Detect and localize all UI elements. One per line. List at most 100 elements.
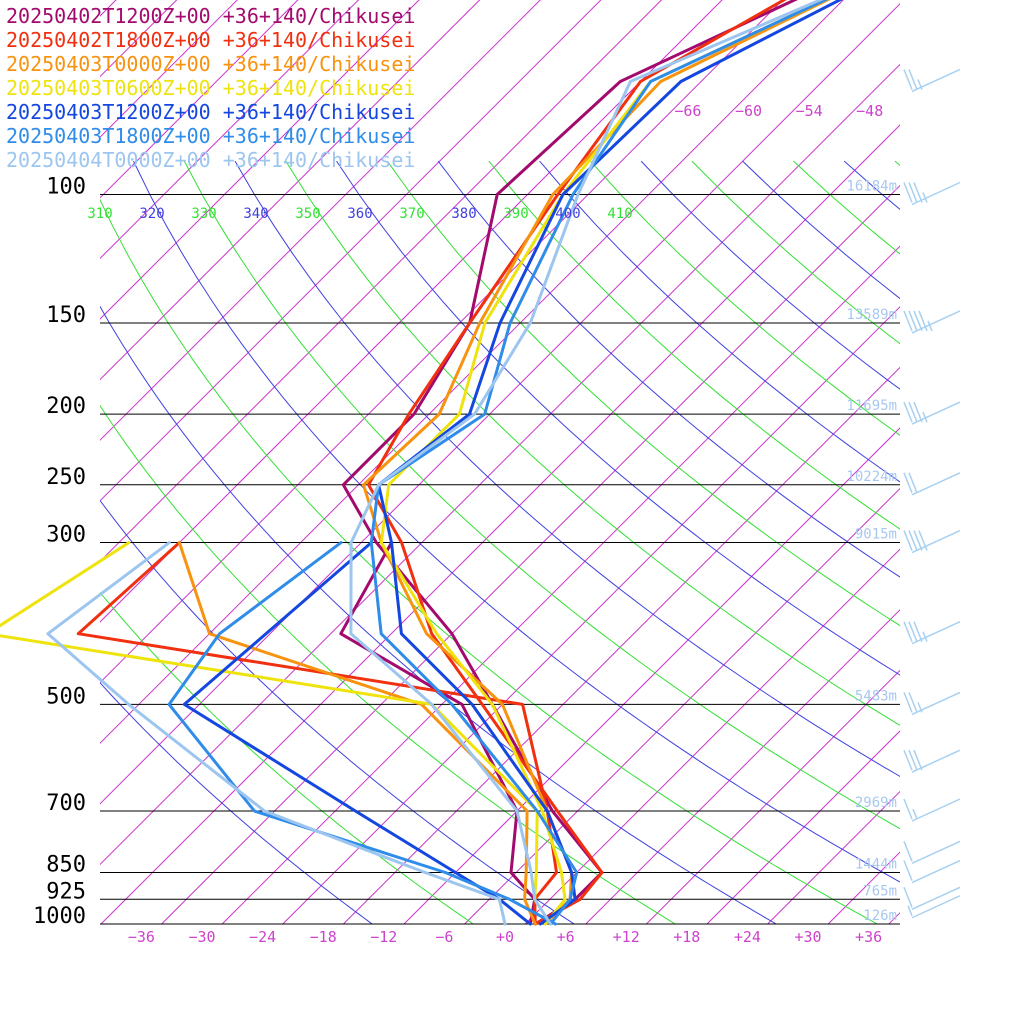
- dewpoint-line: [46, 541, 507, 926]
- wind-barb: [903, 798, 961, 822]
- dry-adiabat-line: [336, 160, 900, 676]
- dry-adiabat-line: [100, 198, 879, 924]
- legend-entry: 20250403T0600Z+00 +36+140/Chikusei: [6, 76, 415, 100]
- legend-entry: 20250402T1200Z+00 +36+140/Chikusei: [6, 4, 415, 28]
- dry-adiabat-line: [843, 160, 900, 211]
- pressure-label: 925: [46, 879, 86, 904]
- theta-label: 400: [555, 206, 580, 222]
- barb-half-flag: [917, 702, 923, 713]
- theta-label: 310: [87, 206, 112, 222]
- barb-flag: [913, 182, 923, 203]
- dry-adiabat-line: [691, 160, 900, 345]
- theta-label: 370: [399, 206, 424, 222]
- barb-shaft: [911, 472, 961, 496]
- isotherm-line: [100, 0, 420, 320]
- barb-shaft: [911, 859, 961, 884]
- barb-flag: [903, 841, 913, 862]
- temperature-tick-label: −6: [435, 928, 453, 946]
- upper-temperature-tick-label: −54: [796, 102, 823, 120]
- isotherm-line: [827, 851, 900, 924]
- legend: 20250402T1200Z+00 +36+140/Chikusei202504…: [6, 4, 415, 172]
- wind-barb: [903, 310, 961, 334]
- barb-flag: [903, 621, 913, 642]
- height-label: 9015m: [855, 527, 897, 543]
- temperature-tick-label: −18: [310, 928, 337, 946]
- barb-shaft: [911, 840, 961, 864]
- barb-flag: [903, 310, 913, 332]
- height-label: 126m: [863, 908, 897, 924]
- barb-flag: [913, 401, 923, 423]
- barb-flag: [908, 621, 918, 642]
- temperature-tick-label: −12: [370, 928, 397, 946]
- dry-adiabat-line: [285, 160, 900, 726]
- barb-half-flag: [912, 808, 918, 820]
- isotherm-line: [100, 0, 481, 381]
- temperature-tick-label: +12: [613, 928, 640, 946]
- temperature-line: [349, 0, 824, 926]
- barb-flag: [903, 401, 913, 423]
- barb-flag: [903, 692, 913, 713]
- wind-barb: [903, 859, 961, 884]
- barb-half-flag: [927, 320, 933, 332]
- temperature-tick-label: −30: [188, 928, 215, 946]
- height-label: 10224m: [846, 469, 897, 485]
- height-label: 13589m: [846, 307, 897, 323]
- legend-entry: 20250402T1800Z+00 +36+140/Chikusei: [6, 28, 415, 52]
- barb-flag: [908, 692, 918, 713]
- barb-flag: [913, 310, 923, 332]
- legend-entry: 20250403T1200Z+00 +36+140/Chikusei: [6, 100, 415, 124]
- barb-flag: [903, 887, 913, 908]
- theta-label: 410: [607, 206, 632, 222]
- dry-adiabat-line: [100, 499, 576, 924]
- pressure-label: 1000: [33, 904, 86, 929]
- barb-flag: [903, 69, 913, 90]
- pressure-label: 700: [46, 791, 86, 816]
- barb-shaft: [911, 749, 961, 773]
- isotherm-line: [1010, 0, 1024, 924]
- upper-temperature-tick-label: −48: [856, 102, 883, 120]
- temperature-line: [377, 0, 843, 926]
- barb-flag: [913, 749, 923, 771]
- barb-flag: [908, 182, 918, 203]
- barb-shaft: [911, 529, 961, 554]
- dry-adiabat-line: [100, 591, 475, 924]
- theta-label: 390: [503, 206, 528, 222]
- temperature-tick-label: +30: [794, 928, 821, 946]
- dry-adiabat-line: [640, 160, 900, 390]
- wind-barb: [903, 886, 961, 910]
- barb-shaft: [911, 310, 961, 334]
- pressure-label: 250: [46, 465, 86, 490]
- temperature-tick-label: −24: [249, 928, 276, 946]
- isotherm-line: [949, 0, 1024, 924]
- temperature-tick-label: +0: [496, 928, 514, 946]
- dry-adiabat-line: [894, 160, 900, 167]
- barb-flag: [908, 310, 918, 332]
- pressure-label: 500: [46, 684, 86, 709]
- temperature-line: [379, 0, 829, 926]
- barb-flag: [908, 69, 918, 90]
- temperature-tick-label: +24: [734, 928, 761, 946]
- barb-shaft: [911, 691, 961, 716]
- barb-flag: [903, 749, 913, 771]
- wind-barb: [907, 895, 961, 919]
- theta-label: 380: [451, 206, 476, 222]
- barb-flag: [903, 798, 913, 820]
- upper-temperature-tick-label: −60: [735, 102, 762, 120]
- dewpoint-line: [177, 541, 537, 926]
- isotherm-line: [100, 0, 178, 78]
- dry-adiabat-line: [100, 681, 374, 924]
- temperature-tick-label: +6: [557, 928, 575, 946]
- axis-labels: 100 16184m 150 13589m 200 11695m 250 10224m 300 9…: [33, 102, 897, 946]
- pressure-label: 850: [46, 853, 86, 878]
- wind-barb: [903, 181, 961, 206]
- temperature-tick-label: −36: [128, 928, 155, 946]
- theta-label: 360: [347, 206, 372, 222]
- barb-flag: [918, 530, 928, 551]
- legend-entry: 20250403T0000Z+00 +36+140/Chikusei: [6, 52, 415, 76]
- pressure-label: 150: [46, 303, 86, 328]
- wind-barb: [903, 840, 961, 864]
- isotherm-line: [706, 730, 900, 924]
- barb-shaft: [911, 401, 961, 425]
- barb-half-flag: [907, 905, 913, 917]
